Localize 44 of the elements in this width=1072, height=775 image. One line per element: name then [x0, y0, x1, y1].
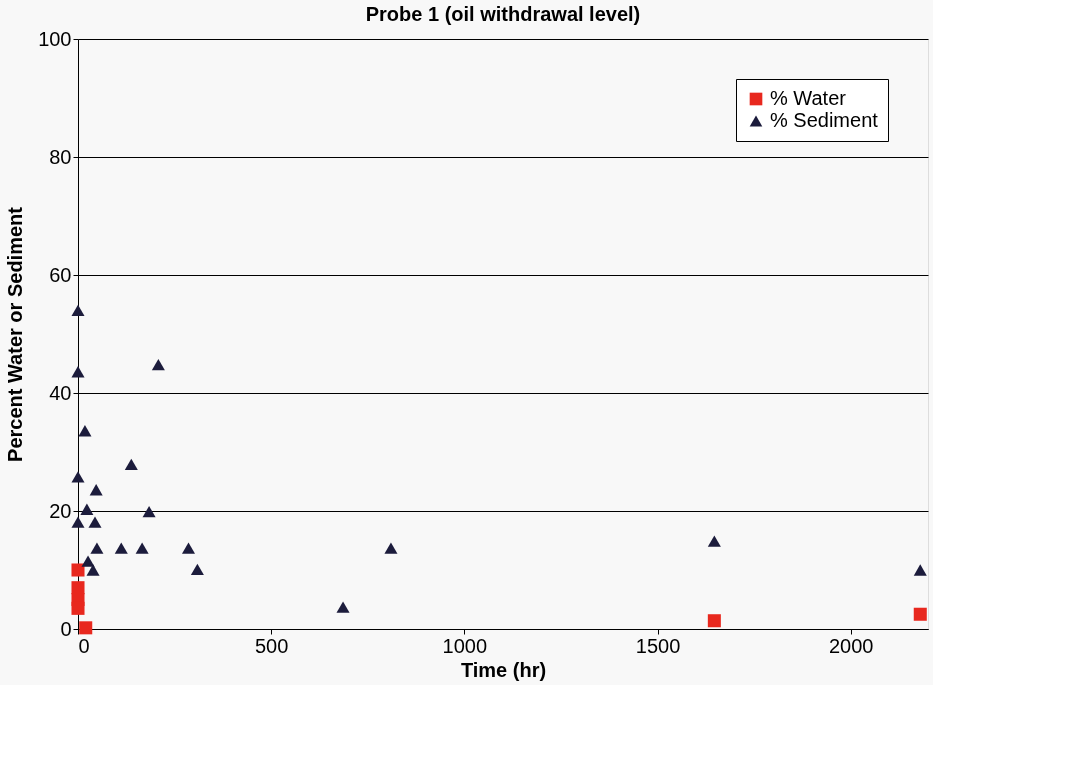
- point: [151, 359, 165, 371]
- point: [135, 542, 149, 554]
- point: [79, 621, 93, 635]
- point: [71, 581, 85, 595]
- x-tick-label: 0: [78, 634, 90, 657]
- point: [71, 601, 85, 615]
- legend-label: % Sediment: [770, 109, 879, 131]
- legend-label: % Water: [770, 87, 847, 109]
- point: [81, 555, 95, 567]
- point: [78, 425, 92, 437]
- point: [88, 516, 102, 528]
- x-tick-label: 2000: [828, 634, 874, 657]
- point: [124, 458, 138, 471]
- point: [114, 542, 128, 554]
- y-tick-label: 0: [60, 617, 72, 640]
- point: [90, 542, 104, 554]
- point: [71, 516, 85, 528]
- y-tick-label: 20: [49, 499, 72, 522]
- x-tick-label: 1500: [635, 634, 681, 657]
- point: [707, 535, 721, 547]
- point: [181, 542, 196, 554]
- x-tick-label: 500: [254, 634, 289, 657]
- y-tick-label: 60: [49, 263, 72, 286]
- point: [89, 484, 103, 496]
- point: [707, 614, 721, 628]
- point: [190, 563, 204, 576]
- point: [336, 601, 350, 613]
- point: [80, 503, 94, 515]
- y-tick-label: 40: [49, 381, 72, 404]
- point: [384, 542, 398, 554]
- x-tick-label: 1000: [442, 634, 488, 657]
- point: [142, 505, 156, 518]
- x-axis-title: Time (hr): [460, 658, 547, 681]
- point: [913, 607, 927, 621]
- point: [71, 563, 85, 577]
- point: [71, 304, 85, 317]
- y-tick-label: 100: [38, 27, 72, 50]
- y-tick-label: 80: [49, 145, 72, 168]
- chart-title: Probe 1 (oil withdrawal level): [365, 3, 641, 25]
- point: [86, 564, 100, 576]
- y-axis-title: Percent Water or Sediment: [4, 206, 27, 462]
- point: [913, 564, 927, 576]
- point: [71, 471, 85, 483]
- point: [71, 366, 85, 378]
